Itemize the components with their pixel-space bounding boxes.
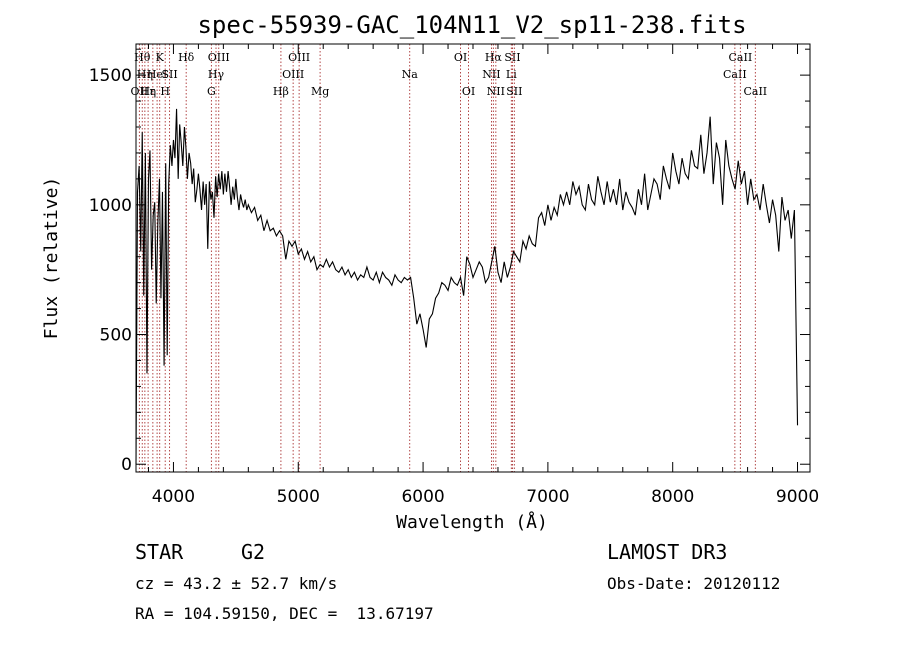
y-axis-label: Flux (relative) [41, 177, 62, 340]
marker-label-0: OII [131, 85, 149, 98]
x-tick-label-2: 6000 [401, 487, 444, 507]
marker-label-11: Hγ [208, 68, 225, 81]
marker-label-9: Hδ [178, 51, 195, 64]
marker-label-18: OI [454, 51, 467, 64]
x-tick-label-1: 5000 [277, 487, 320, 507]
marker-label-5: HeI [147, 68, 167, 81]
marker-label-15: OIII [288, 51, 310, 64]
marker-label-25: SII [506, 85, 522, 98]
object-subclass: G2 [241, 540, 266, 564]
marker-label-13: Hβ [273, 85, 289, 98]
x-tick-label-4: 8000 [651, 487, 694, 507]
marker-label-2: Hη [137, 68, 153, 81]
plot-frame [135, 43, 811, 473]
marker-label-16: Mg [311, 85, 329, 98]
marker-label-23: Li [506, 68, 517, 81]
observation-date: Obs-Date: 20120112 [607, 574, 781, 593]
marker-label-27: CaII [729, 51, 753, 64]
y-tick-label-0: 0 [121, 455, 132, 475]
y-tick-label-2: 1000 [89, 196, 132, 216]
x-tick-label-3: 7000 [526, 487, 569, 507]
survey-name: LAMOST DR3 [607, 540, 728, 564]
marker-label-17: Na [402, 68, 419, 81]
x-tick-label-5: 9000 [776, 487, 819, 507]
marker-label-10: G [207, 85, 216, 98]
redshift-velocity: cz = 43.2 ± 52.7 km/s [135, 574, 338, 593]
marker-label-22: NII [487, 85, 505, 98]
marker-label-21: Hα [485, 51, 503, 64]
marker-label-3: Hε [140, 85, 156, 98]
x-axis-label: Wavelength (Å) [396, 511, 548, 533]
marker-label-20: NII [482, 68, 500, 81]
flux-series-line [135, 108, 799, 465]
marker-label-24: SII [504, 51, 520, 64]
marker-label-26: CaII [723, 68, 747, 81]
x-tick-label-0: 4000 [152, 487, 195, 507]
marker-label-14: OIII [282, 68, 304, 81]
marker-label-28: CaII [743, 85, 767, 98]
y-tick-label-3: 1500 [89, 66, 132, 86]
x-axis: 4000 5000 6000 7000 8000 9000 [147, 44, 819, 507]
line-markers: OIIHθHηHεηHeIKHSIIHδGHγOIIIHβOIIIOIIIMgN… [131, 44, 767, 472]
y-tick-label-1: 500 [100, 326, 132, 346]
marker-label-8: SII [161, 68, 177, 81]
y-axis: 0 500 1000 1500 [89, 48, 810, 475]
sky-coordinates: RA = 104.59150, DEC = 13.67197 [135, 604, 434, 623]
marker-label-12: OIII [208, 51, 230, 64]
marker-label-4: η [150, 85, 157, 98]
marker-label-7: H [160, 85, 170, 98]
marker-label-19: OI [462, 85, 475, 98]
chart-title: spec-55939-GAC_104N11_V2_sp11-238.fits [197, 11, 746, 39]
object-class: STAR [135, 540, 184, 564]
marker-label-1: Hθ [134, 51, 151, 64]
marker-label-6: K [156, 51, 165, 64]
